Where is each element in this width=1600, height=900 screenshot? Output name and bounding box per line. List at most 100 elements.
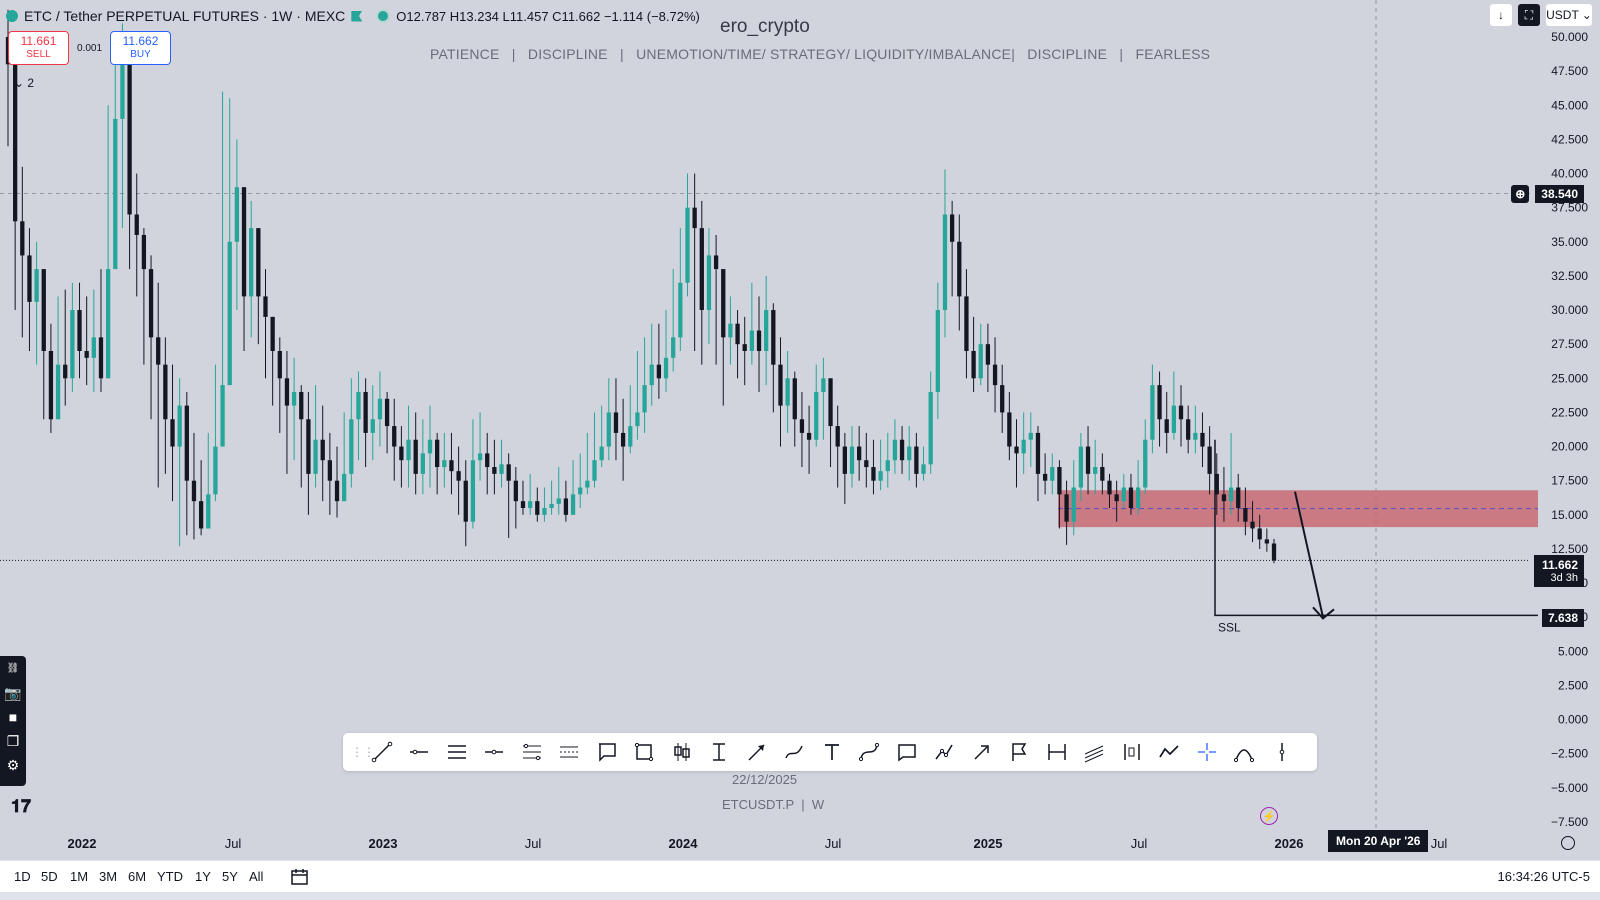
camera-icon[interactable]: 📷 [4,685,22,701]
range-button-3m[interactable]: 3M [99,869,118,884]
candle [985,323,991,392]
download-icon[interactable]: ↓ [1490,4,1512,26]
callout-icon[interactable] [588,733,626,771]
fib-retracement-icon[interactable] [513,733,551,771]
range-button-1m[interactable]: 1M [70,869,89,884]
date-range-icon[interactable] [1038,733,1076,771]
candle [1178,385,1184,447]
candle-body [1050,467,1055,481]
tradingview-logo[interactable]: 𝟏𝟕 [11,796,32,817]
fullscreen-icon[interactable]: ⛶ [1518,4,1540,26]
range-button-ytd[interactable]: YTD [157,869,183,884]
horizontal-line-icon[interactable] [476,733,514,771]
candle [671,269,676,372]
crosshair-icon[interactable] [1188,733,1226,771]
arrow-icon[interactable] [738,733,776,771]
sell-button[interactable]: 11.661 SELL [8,31,69,65]
gear-icon[interactable]: ⚙ [6,757,20,773]
candle-body [220,385,225,447]
pitchfork-icon[interactable] [1113,733,1151,771]
candle-body [70,310,75,379]
bottom-strip [0,892,1600,900]
axis-settings-icon[interactable] [1561,836,1575,850]
candle [728,296,733,365]
candle-body [241,187,247,297]
range-button-1y[interactable]: 1Y [195,869,211,884]
candle [134,173,139,297]
candle [1264,528,1269,552]
crosshair-date-tag: Mon 20 Apr '26 [1328,830,1429,852]
candle-body [20,221,25,256]
clock[interactable]: 16:34:26 UTC-5 [1497,869,1591,884]
drag-handle-icon[interactable]: ⋮⋮ [351,745,375,759]
currency-select[interactable]: USDT ⌄ [1546,4,1592,26]
arc-icon[interactable] [1226,733,1264,771]
candle-body [949,214,955,242]
link-icon[interactable]: ⛓ [6,663,20,674]
long-position-icon[interactable] [663,733,701,771]
symbol-title[interactable]: ETC / Tether PERPETUAL FUTURES · 1W · ME… [24,8,346,24]
range-button-all[interactable]: All [249,869,264,884]
candle-body [98,337,104,379]
candle-body [871,467,876,481]
video-icon[interactable]: ■ [8,709,18,725]
price-range-icon[interactable] [701,733,739,771]
layers-icon[interactable]: ❐ [6,733,20,749]
arrow-marker-icon[interactable] [963,733,1001,771]
last-price-tag: 11.662 3d 3h [1534,555,1584,587]
candle-body [921,464,926,474]
time-axis[interactable]: 2022 Jul 2023 Jul 2024 Jul 2025 Jul 2026 Jul [0,832,1600,856]
candle-body [499,464,504,474]
candle [313,385,318,488]
collapse-indicators-button[interactable]: ⌄ 2 [14,76,34,90]
range-button-6m[interactable]: 6M [128,869,147,884]
range-button-5d[interactable]: 5D [41,869,58,884]
candle [764,275,769,386]
comment-icon[interactable] [888,733,926,771]
candle-body [113,118,118,270]
price-axis-label: 37.500 [1551,201,1588,215]
candle [814,364,819,447]
buy-button[interactable]: 11.662 BUY [110,31,171,65]
brush-icon[interactable] [776,733,814,771]
calendar-icon[interactable] [290,868,310,886]
candle [1214,453,1219,515]
regression-icon[interactable] [1076,733,1114,771]
flag-icon[interactable] [1001,733,1039,771]
symbol-header[interactable]: ETC / Tether PERPETUAL FUTURES · 1W · ME… [6,8,700,24]
candle-body [1064,494,1069,522]
candle-body [556,498,561,504]
candle-body [141,234,147,270]
range-button-1d[interactable]: 1D [14,869,31,884]
curve-icon[interactable] [851,733,889,771]
lightning-icon[interactable]: ⚡ [1260,807,1278,825]
rectangle-icon[interactable] [626,733,664,771]
price-chart[interactable]: 50.000 47.500 45.000 42.500 40.000 37.500 35.0… [0,0,1600,860]
candle [198,460,204,536]
candle [1100,453,1105,495]
polyline-icon[interactable] [1151,733,1189,771]
range-button-5y[interactable]: 5Y [222,869,238,884]
candle-body [485,453,490,468]
candle [1028,412,1033,468]
fib-channel-icon[interactable] [551,733,589,771]
candle-body [649,364,654,386]
text-icon[interactable] [813,733,851,771]
candle [1200,412,1205,468]
candle-body [170,419,175,447]
trend-line-icon[interactable] [363,733,401,771]
plus-circle-icon[interactable]: ⊕ [1511,185,1530,203]
candle-body [849,446,855,474]
candle-body [606,412,611,447]
candle [578,453,583,508]
price-axis-label: 47.500 [1551,64,1588,78]
candle [1135,460,1141,515]
parallel-channel-icon[interactable] [438,733,476,771]
vertical-line-icon[interactable] [1263,733,1301,771]
footer-symbol: ETCUSDT.P | W [722,797,825,812]
path-icon[interactable] [926,733,964,771]
market-flag-icon [351,10,363,22]
candle [113,37,118,270]
horizontal-ray-icon[interactable] [401,733,439,771]
